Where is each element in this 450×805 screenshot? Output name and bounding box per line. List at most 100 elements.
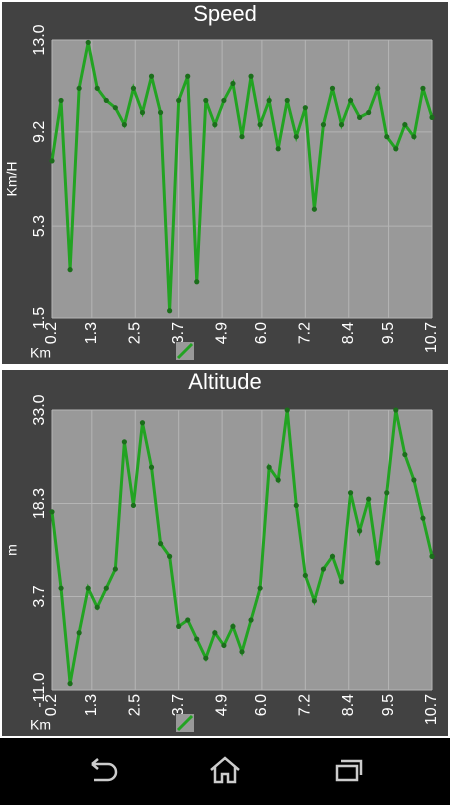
data-point [49, 509, 55, 515]
data-point [103, 585, 109, 591]
data-point [266, 464, 272, 470]
data-point [338, 579, 345, 585]
data-point [366, 496, 372, 502]
data-point [76, 630, 82, 636]
nav-bar [0, 738, 450, 800]
y-tick-label: 9.2 [31, 121, 48, 143]
data-point [112, 105, 118, 111]
data-point [221, 97, 227, 104]
x-axis-label: Km [30, 345, 51, 361]
data-point [311, 206, 317, 212]
x-tick-label: 6.0 [253, 322, 270, 344]
data-point [320, 566, 327, 572]
y-axis-label: m [4, 544, 20, 556]
data-point [384, 490, 390, 496]
data-point [121, 122, 127, 128]
data-point [284, 97, 290, 104]
legend-icon[interactable] [176, 342, 194, 360]
data-point [230, 623, 236, 629]
data-point [148, 73, 155, 79]
data-point [185, 617, 191, 623]
recents-button[interactable] [335, 759, 363, 782]
data-point [293, 502, 299, 509]
data-point [185, 73, 191, 79]
x-tick-label: 3.7 [170, 322, 187, 344]
data-point [58, 97, 64, 104]
x-tick-label: 8.4 [340, 322, 357, 344]
chart-title: Altitude [188, 369, 261, 394]
data-point [375, 85, 381, 91]
legend-icon[interactable] [176, 714, 194, 732]
data-point [302, 572, 308, 579]
data-point [94, 85, 100, 91]
data-point [203, 655, 209, 661]
data-point [375, 560, 381, 566]
x-tick-label: 0.2 [43, 694, 60, 716]
x-tick-label: 1.3 [83, 322, 100, 344]
data-point [366, 109, 372, 116]
data-point [429, 114, 435, 120]
data-point [429, 553, 435, 559]
data-point [157, 541, 164, 547]
x-tick-label: 3.7 [170, 694, 187, 716]
data-point [167, 308, 173, 314]
data-point [239, 134, 245, 140]
x-tick-label: 9.5 [380, 694, 397, 716]
chart-title: Speed [193, 1, 257, 26]
data-point [139, 109, 146, 116]
x-axis-label: Km [30, 717, 51, 733]
data-point [212, 122, 218, 128]
data-point [329, 553, 336, 559]
data-point [157, 109, 164, 116]
nav-icons [91, 756, 363, 784]
data-point [94, 604, 100, 610]
data-point [393, 146, 399, 152]
data-point [248, 73, 254, 79]
data-point [130, 502, 137, 509]
data-point [338, 122, 345, 128]
x-tick-label: 6.0 [253, 694, 270, 716]
data-point [212, 630, 218, 636]
y-tick-label: 13.0 [31, 24, 48, 55]
x-tick-label: 10.7 [423, 322, 440, 353]
data-point [194, 279, 200, 285]
x-tick-label: 4.9 [213, 322, 230, 344]
y-tick-label: -11.0 [31, 672, 48, 707]
data-point [85, 585, 91, 591]
back-button[interactable] [91, 758, 118, 782]
x-tick-label: 10.7 [423, 694, 440, 725]
data-point [402, 451, 408, 458]
data-point [58, 585, 64, 591]
data-point [67, 681, 73, 687]
y-tick-label: 5.3 [31, 215, 48, 237]
data-point [275, 477, 281, 483]
data-point [347, 490, 354, 496]
y-axis-label: Km/H [4, 162, 20, 197]
data-point [420, 85, 426, 91]
data-point [402, 122, 408, 128]
plot-area [52, 40, 432, 318]
x-tick-label: 2.5 [126, 694, 143, 716]
data-point [384, 134, 390, 140]
x-tick-label: 7.2 [297, 322, 314, 344]
x-tick-label: 4.9 [213, 694, 230, 716]
y-tick-label: 3.7 [31, 585, 48, 607]
x-tick-label: 2.5 [126, 322, 143, 344]
data-point [311, 598, 317, 604]
data-point [284, 407, 290, 413]
data-point [49, 158, 55, 164]
data-point [176, 97, 182, 104]
data-point [248, 617, 254, 623]
data-point [167, 553, 173, 559]
data-point [139, 420, 146, 426]
data-point [85, 39, 91, 46]
data-point [148, 464, 155, 470]
data-point [257, 122, 263, 128]
data-point [302, 105, 308, 111]
data-point [76, 85, 82, 91]
legend-swatch [176, 342, 194, 360]
data-point [293, 134, 299, 140]
home-button[interactable] [210, 756, 240, 784]
x-tick-label: 7.2 [297, 694, 314, 716]
